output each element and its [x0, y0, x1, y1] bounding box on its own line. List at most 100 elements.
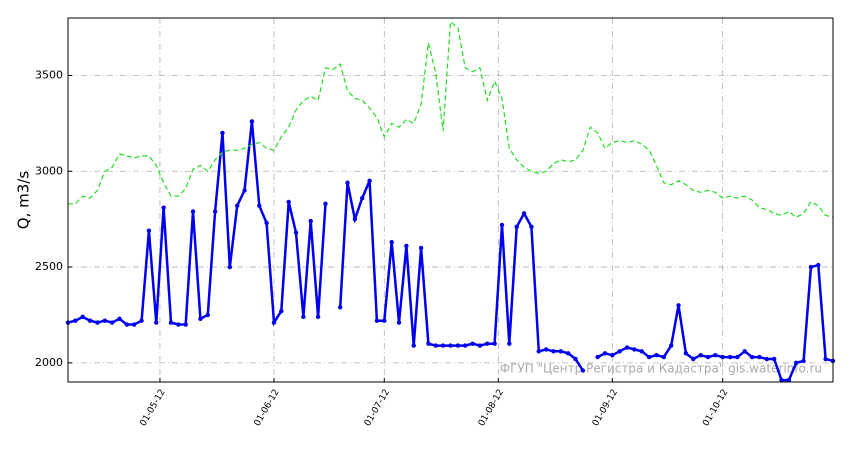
data-point [573, 356, 578, 362]
data-point [742, 349, 747, 354]
data-point [352, 216, 358, 222]
data-point [455, 343, 461, 348]
data-point [212, 209, 218, 214]
data-point [271, 320, 277, 325]
data-point [264, 220, 269, 226]
data-point [705, 354, 711, 360]
data-point [668, 343, 674, 348]
data-point [661, 354, 667, 360]
data-point [109, 320, 115, 325]
data-point [154, 320, 159, 325]
data-point [323, 201, 328, 207]
data-point [448, 343, 453, 348]
data-point [676, 303, 681, 308]
data-point [293, 230, 299, 235]
data-point [646, 354, 652, 360]
data-point [301, 314, 306, 320]
data-point [720, 354, 725, 360]
data-point [168, 320, 174, 325]
data-point [426, 341, 431, 346]
data-point [87, 318, 93, 323]
data-point [735, 354, 740, 360]
plot-frame [67, 17, 834, 383]
data-point [624, 345, 630, 350]
data-point [794, 360, 799, 366]
data-point [521, 211, 527, 216]
data-point [220, 130, 225, 136]
y-tick-label: 3500 [35, 68, 63, 81]
data-point [198, 316, 203, 321]
data-point [558, 349, 564, 354]
data-point [808, 264, 814, 270]
data-point [470, 341, 475, 346]
data-point [514, 224, 519, 230]
data-point [315, 314, 321, 320]
data-point [779, 377, 784, 383]
y-tick-label: 3000 [35, 164, 63, 177]
data-point [485, 341, 490, 346]
data-point [499, 222, 505, 228]
data-point [73, 318, 78, 323]
data-point [345, 180, 350, 185]
data-point [389, 239, 394, 245]
data-point [529, 224, 534, 230]
data-point [801, 358, 806, 364]
data-point [132, 322, 137, 327]
data-point [374, 318, 380, 323]
data-point [227, 264, 233, 270]
data-point [146, 228, 152, 233]
data-point [234, 203, 240, 208]
data-point [639, 349, 644, 354]
data-point [308, 218, 313, 224]
data-point [117, 316, 122, 321]
data-point [713, 352, 718, 358]
y-axis-label: Q, m3/s [15, 171, 33, 230]
data-point [95, 320, 100, 325]
data-point [764, 356, 769, 362]
data-point [139, 318, 144, 323]
data-point [433, 343, 438, 348]
data-point [190, 209, 196, 214]
data-point [617, 349, 622, 354]
data-point [367, 178, 372, 184]
data-point [360, 195, 365, 201]
data-point [771, 356, 777, 362]
data-point [543, 347, 549, 352]
data-point [727, 354, 733, 360]
data-point [463, 343, 468, 348]
data-point [602, 351, 608, 356]
data-point [382, 318, 387, 323]
data-point [492, 341, 497, 346]
data-point [404, 243, 409, 249]
data-point [654, 352, 659, 358]
y-tick-label: 2000 [35, 356, 63, 369]
data-point [816, 262, 821, 268]
data-point [396, 320, 402, 325]
data-point [411, 343, 416, 348]
data-point [507, 341, 512, 346]
data-point [551, 349, 556, 354]
data-point [257, 203, 262, 208]
data-point [610, 352, 615, 358]
data-point [477, 343, 483, 348]
data-point [698, 352, 703, 358]
data-point [749, 354, 755, 360]
data-point [786, 377, 792, 383]
data-point [161, 205, 166, 210]
data-point [418, 245, 424, 251]
data-point [440, 343, 446, 348]
data-point [183, 322, 188, 327]
data-point [242, 188, 247, 193]
data-point [286, 199, 291, 205]
y-tick-label: 2500 [35, 260, 63, 273]
data-point [102, 318, 107, 323]
watermark: ФГУП "Центр Регистра и Кадастра" gis.wat… [500, 362, 822, 376]
data-point [580, 368, 586, 373]
data-point [565, 351, 571, 356]
data-point [632, 347, 637, 352]
data-point [691, 356, 696, 362]
data-point [823, 356, 828, 362]
data-point [595, 354, 600, 360]
